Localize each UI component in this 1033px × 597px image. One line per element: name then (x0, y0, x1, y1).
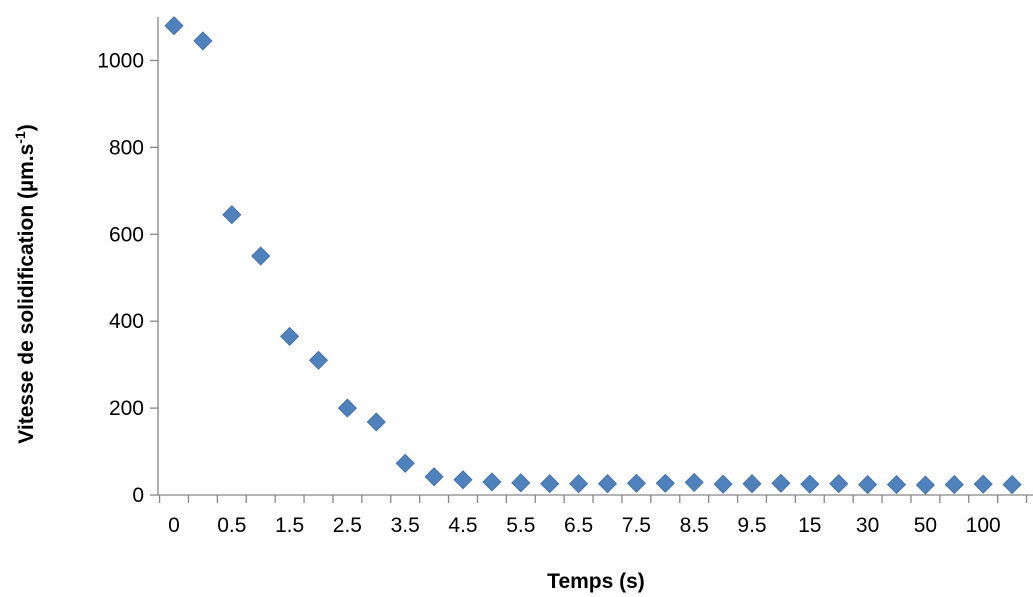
data-point (974, 475, 992, 493)
data-point (599, 475, 617, 493)
x-tick-label: 3.5 (391, 514, 420, 537)
x-axis-title: Temps (s) (547, 570, 645, 593)
data-point (772, 474, 790, 492)
data-point (425, 468, 443, 486)
x-tick-label: 30 (856, 514, 879, 537)
x-tick-label: 1.5 (275, 514, 304, 537)
data-point (685, 473, 703, 491)
data-point (483, 473, 501, 491)
data-point (194, 32, 212, 50)
y-axis-title-sup: -1 (12, 131, 28, 144)
data-point (1003, 476, 1021, 494)
x-tick-label: 2.5 (333, 514, 362, 537)
y-tick-label: 800 (109, 136, 144, 159)
data-point (281, 327, 299, 345)
data-point (541, 475, 559, 493)
x-tick-label: 15 (798, 514, 821, 537)
x-tick-label: 7.5 (622, 514, 651, 537)
tick-labels: 0 200 400 600 800 1000 0 0.5 1.5 2.5 3.5 4.5 5.5 6.5 7… (97, 49, 1000, 537)
data-point (367, 413, 385, 431)
data-point (916, 476, 934, 494)
y-tick-label: 600 (109, 223, 144, 246)
x-tick-label: 4.5 (448, 514, 477, 537)
y-axis-title-main: Vitesse de solidification (µm.s (15, 144, 38, 444)
x-tick-label: 6.5 (564, 514, 593, 537)
data-point (252, 247, 270, 265)
data-point (656, 474, 674, 492)
data-point (714, 475, 732, 493)
data-point (627, 474, 645, 492)
data-point (888, 476, 906, 494)
y-tick-label: 400 (109, 310, 144, 333)
axes-layer (150, 17, 1033, 503)
y-axis-title-close: ) (15, 124, 38, 131)
data-point (570, 475, 588, 493)
data-point (223, 206, 241, 224)
x-tick-label: 5.5 (506, 514, 535, 537)
data-point (830, 475, 848, 493)
x-tick-label: 0 (168, 514, 180, 537)
y-axis-title: Vitesse de solidification (µm.s-1) (12, 124, 38, 443)
x-tick-label: 0.5 (217, 514, 246, 537)
data-point (454, 471, 472, 489)
x-tick-label: 9.5 (737, 514, 766, 537)
data-points (165, 17, 1021, 494)
data-point (512, 474, 530, 492)
data-point (859, 476, 877, 494)
data-point (310, 351, 328, 369)
y-tick-label: 200 (109, 397, 144, 420)
data-point (945, 476, 963, 494)
x-tick-label: 8.5 (680, 514, 709, 537)
x-tick-label: 50 (914, 514, 937, 537)
data-point (165, 17, 183, 35)
x-tick-label: 100 (966, 514, 1001, 537)
y-tick-label: 0 (132, 484, 144, 507)
data-point (396, 454, 414, 472)
data-point (743, 475, 761, 493)
data-point (801, 475, 819, 493)
data-point (338, 399, 356, 417)
y-tick-label: 1000 (97, 49, 144, 72)
